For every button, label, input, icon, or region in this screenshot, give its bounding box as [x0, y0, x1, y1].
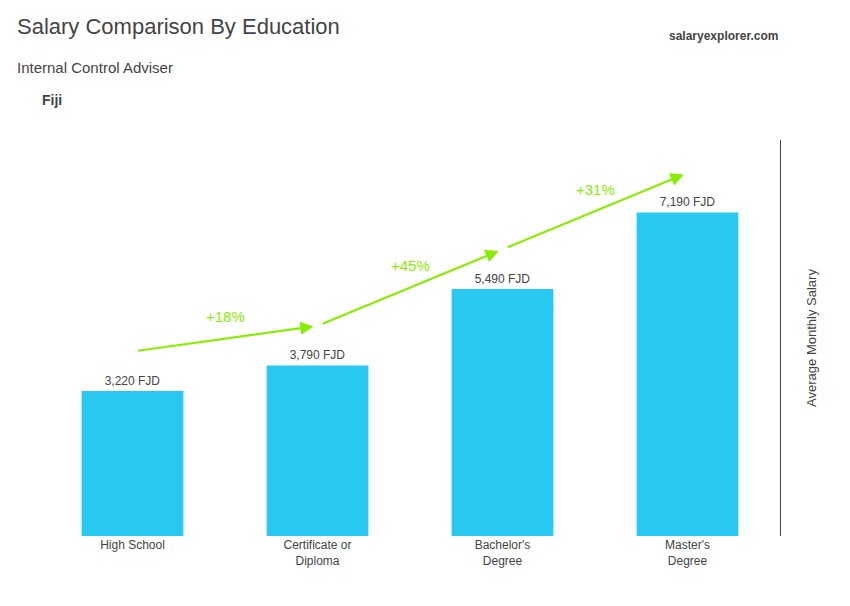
svg-text:3,220 FJD: 3,220 FJD	[105, 374, 161, 388]
svg-text:+18%: +18%	[206, 308, 245, 325]
svg-text:Average Monthly Salary: Average Monthly Salary	[804, 269, 819, 407]
svg-text:High School: High School	[100, 538, 165, 552]
svg-text:Fiji: Fiji	[42, 92, 62, 108]
svg-text:Bachelor'sDegree: Bachelor'sDegree	[475, 538, 531, 568]
svg-text:Internal Control Adviser: Internal Control Adviser	[17, 59, 173, 76]
svg-text:+31%: +31%	[576, 181, 615, 198]
svg-text:3,790 FJD: 3,790 FJD	[290, 348, 346, 362]
svg-text:7,190 FJD: 7,190 FJD	[660, 195, 716, 209]
svg-text:5,490 FJD: 5,490 FJD	[475, 272, 531, 286]
svg-text:+45%: +45%	[391, 257, 430, 274]
svg-text:Master'sDegree: Master'sDegree	[665, 538, 710, 568]
svg-text:salaryexplorer.com: salaryexplorer.com	[669, 29, 778, 43]
svg-text:Salary Comparison By Education: Salary Comparison By Education	[17, 14, 340, 39]
svg-text:Certificate orDiploma: Certificate orDiploma	[283, 538, 351, 568]
